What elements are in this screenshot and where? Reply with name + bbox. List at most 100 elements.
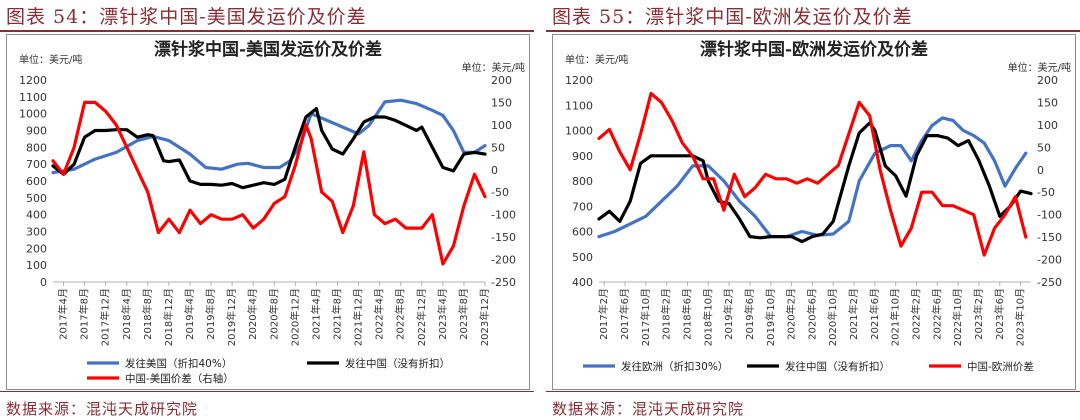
right-y-tick-label: 100 [491, 119, 512, 132]
x-tick-label: 2020年8月 [267, 288, 280, 340]
x-tick-label: 2022年12月 [415, 288, 428, 346]
x-tick-label: 2022年6月 [930, 288, 943, 340]
legend-label: 发往中国（没有折扣） [345, 357, 450, 370]
right-y-tick-label: 200 [1037, 74, 1058, 87]
x-tick-label: 2018年8月 [141, 288, 154, 340]
left-y-tick-label: 900 [26, 125, 47, 138]
x-tick-label: 2022年10月 [951, 288, 964, 346]
x-tick-label: 2018年4月 [120, 288, 133, 340]
chart-frame: 漂针浆中国-欧洲发运价及价差 单位：美元/吨 单位：美元/吨 400 500 600 700… [552, 34, 1076, 390]
right-y-tick-label: -50 [491, 186, 509, 199]
left-y-tick-label: 1100 [565, 99, 593, 112]
right-axis-unit: 单位：美元/吨 [1008, 61, 1071, 74]
x-tick-label: 2021年4月 [309, 288, 322, 340]
chart-us-svg: 漂针浆中国-美国发运价及价差单位：美元/吨单位：美元/吨010020030040… [19, 39, 525, 385]
x-tick-label: 2017年6月 [618, 288, 631, 340]
series-line-3 [597, 91, 1028, 257]
caption-rule [0, 30, 534, 32]
x-tick-label: 2020年10月 [826, 288, 839, 346]
source-rule [546, 391, 1080, 392]
right-y-tick-label: 0 [491, 164, 498, 177]
x-tick-label: 2017年2月 [597, 288, 610, 340]
right-y-tick-label: -100 [1037, 209, 1062, 222]
left-y-tick-label: 1200 [565, 74, 593, 87]
source-note: 数据来源：混沌天成研究院 [6, 400, 199, 418]
x-tick-label: 2023年8月 [457, 288, 470, 340]
left-y-tick-label: 500 [26, 192, 47, 205]
x-tick-label: 2021年8月 [330, 288, 343, 340]
chart-title: 漂针浆中国-欧洲发运价及价差 [700, 39, 928, 60]
series-line-3 [51, 100, 487, 266]
x-tick-label: 2022年2月 [909, 288, 922, 340]
right-y-tick-label: 150 [491, 96, 512, 109]
left-y-tick-label: 300 [26, 226, 47, 239]
left-y-tick-label: 800 [26, 141, 47, 154]
right-axis-unit: 单位：美元/吨 [462, 61, 525, 74]
x-tick-label: 2020年12月 [288, 288, 301, 346]
right-y-tick-label: -150 [491, 231, 516, 244]
x-tick-label: 2018年10月 [701, 288, 714, 346]
left-y-tick-label: 600 [572, 226, 593, 239]
legend-label: 发往欧洲（折扣30%） [621, 360, 728, 373]
left-y-tick-label: 400 [26, 209, 47, 222]
x-tick-label: 2019年12月 [225, 288, 238, 346]
left-y-tick-label: 800 [572, 175, 593, 188]
x-tick-label: 2019年6月 [743, 288, 756, 340]
x-tick-label: 2022年4月 [373, 288, 386, 340]
right-y-tick-label: 200 [491, 74, 512, 87]
x-tick-label: 2020年4月 [246, 288, 259, 340]
x-tick-label: 2017年8月 [78, 288, 91, 340]
left-y-tick-label: 900 [572, 150, 593, 163]
x-tick-label: 2023年12月 [478, 288, 491, 346]
left-axis-unit: 单位：美元/吨 [565, 53, 628, 66]
x-tick-label: 2023年10月 [1014, 288, 1027, 346]
left-y-tick-label: 700 [26, 158, 47, 171]
right-y-tick-label: -50 [1037, 186, 1055, 199]
left-y-tick-label: 1000 [19, 108, 47, 121]
figure-caption: 图表 54：漂针浆中国-美国发运价及价差 [6, 6, 367, 28]
left-y-tick-label: 1200 [19, 74, 47, 87]
x-tick-label: 2023年4月 [436, 288, 449, 340]
source-rule [0, 391, 534, 392]
caption-rule [546, 30, 1080, 32]
right-y-tick-label: 50 [1037, 141, 1051, 154]
x-tick-label: 2020年2月 [785, 288, 798, 340]
right-y-tick-label: -150 [1037, 231, 1062, 244]
left-y-tick-label: 1000 [565, 125, 593, 138]
right-y-tick-label: -200 [491, 254, 516, 267]
chart-title: 漂针浆中国-美国发运价及价差 [154, 39, 382, 60]
legend-label: 发往美国（折扣40%） [125, 357, 232, 370]
left-axis-unit: 单位：美元/吨 [19, 53, 82, 66]
x-tick-label: 2021年10月 [889, 288, 902, 346]
right-y-tick-label: 50 [491, 141, 505, 154]
left-y-tick-label: 0 [40, 276, 47, 289]
left-y-tick-label: 600 [26, 175, 47, 188]
series-line-1 [597, 116, 1028, 239]
x-tick-label: 2019年2月 [722, 288, 735, 340]
x-tick-label: 2020年6月 [805, 288, 818, 340]
x-tick-label: 2017年10月 [639, 288, 652, 346]
x-tick-label: 2019年4月 [183, 288, 196, 340]
x-tick-label: 2021年6月 [868, 288, 881, 340]
right-y-tick-label: 100 [1037, 119, 1058, 132]
left-y-tick-label: 1100 [19, 91, 47, 104]
series-line-2 [597, 121, 1033, 244]
legend-label: 发往中国（没有折扣） [785, 360, 890, 373]
x-tick-label: 2022年8月 [394, 288, 407, 340]
left-y-tick-label: 500 [572, 251, 593, 264]
x-tick-label: 2017年4月 [57, 288, 70, 340]
x-tick-label: 2018年12月 [162, 288, 175, 346]
x-tick-label: 2019年10月 [764, 288, 777, 346]
left-y-tick-label: 100 [26, 259, 47, 272]
right-y-tick-label: 150 [1037, 96, 1058, 109]
chart-frame: 漂针浆中国-美国发运价及价差 单位：美元/吨 单位：美元/吨 0 100 200 300 40… [6, 34, 530, 390]
left-y-tick-label: 700 [572, 200, 593, 213]
source-note: 数据来源：混沌天成研究院 [552, 400, 745, 418]
x-tick-label: 2023年2月 [972, 288, 985, 340]
right-y-tick-label: -250 [491, 276, 516, 289]
x-tick-label: 2021年2月 [847, 288, 860, 340]
x-tick-label: 2023年6月 [993, 288, 1006, 340]
panel-eu: 图表 55：漂针浆中国-欧洲发运价及价差 漂针浆中国-欧洲发运价及价差 单位：美元… [546, 0, 1080, 420]
series-line-2 [51, 106, 487, 190]
x-tick-label: 2019年8月 [204, 288, 217, 340]
